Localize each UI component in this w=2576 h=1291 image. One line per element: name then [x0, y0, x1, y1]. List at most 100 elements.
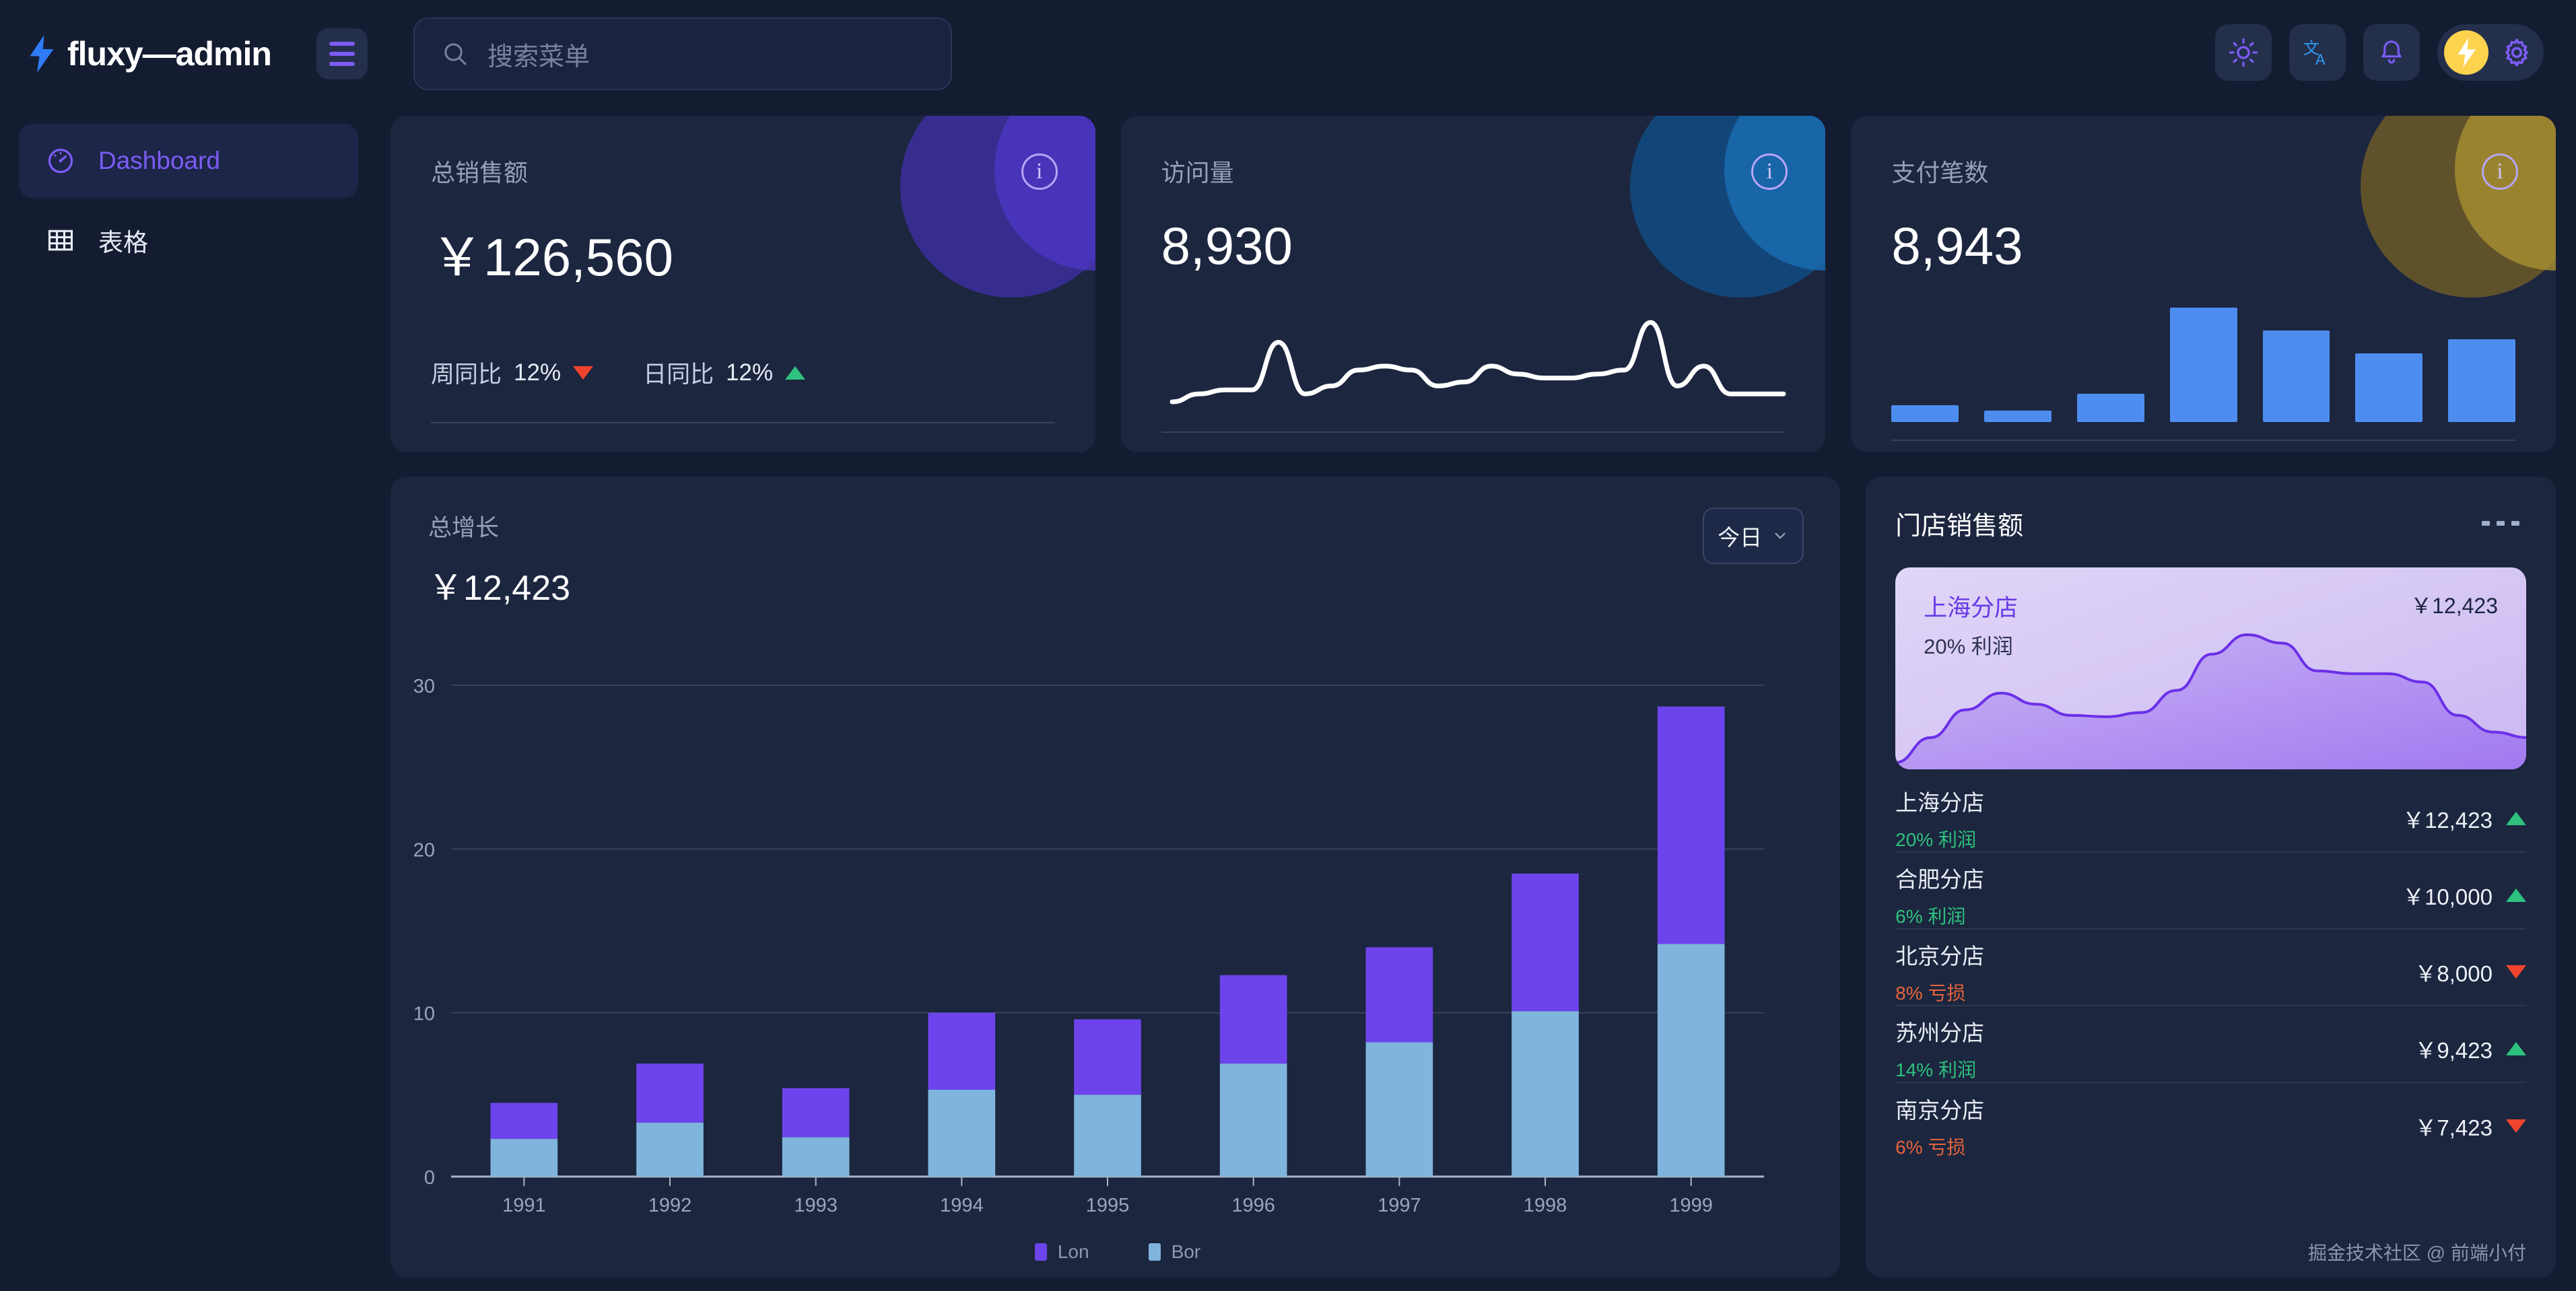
sidebar-toggle-button[interactable]: [316, 28, 368, 79]
trend-down-icon: [573, 365, 594, 380]
legend-swatch: [1034, 1243, 1047, 1261]
more-horizontal-icon[interactable]: [2475, 514, 2526, 532]
trend-up-icon: [785, 365, 806, 380]
trend-down-icon: [2506, 965, 2526, 979]
legend-item[interactable]: Lon: [1034, 1241, 1089, 1263]
sidebar-item-dashboard[interactable]: Dashboard: [19, 124, 358, 198]
user-menu-button[interactable]: [2437, 24, 2544, 81]
chart-legend: Lon Bor: [391, 1241, 1840, 1263]
trend-up-icon: [2506, 1042, 2526, 1055]
stat-card-value: 8,943: [1891, 216, 2023, 275]
featured-store-name: 上海分店: [1924, 595, 2019, 621]
bell-icon: [2381, 40, 2402, 64]
hamburger-line: [329, 52, 355, 56]
stat-card-title: 访问量: [1161, 159, 1234, 186]
stat-card-value: ￥126,560: [431, 228, 673, 287]
payments-minibars: [1891, 308, 2516, 422]
stat-cards-row: i 总销售额 ￥126,560 周同比 12% 日同比 12% 日销售额 ￥12…: [391, 116, 2556, 452]
store-profit: 20% 利润: [1895, 829, 1976, 850]
svg-text:1994: 1994: [940, 1195, 984, 1216]
trend-value: 12%: [726, 359, 774, 386]
trend-label: 日同比: [643, 361, 714, 388]
period-label: 今日: [1718, 525, 1763, 550]
search-icon: [444, 43, 467, 65]
svg-text:30: 30: [413, 678, 435, 697]
growth-value: ￥12,423: [428, 569, 571, 608]
mini-bar: [2262, 330, 2330, 422]
info-icon[interactable]: i: [1021, 153, 1058, 190]
svg-text:1997: 1997: [1378, 1195, 1421, 1216]
trend-weekly: 周同比 12%: [431, 355, 594, 390]
hamburger-line: [329, 42, 355, 46]
stat-card-visits: i 访问量 8,930 日访问量 9,431: [1120, 116, 1826, 452]
language-switch-button[interactable]: 文 A: [2289, 24, 2346, 81]
trend-value: 12%: [514, 359, 562, 386]
featured-store-header: 上海分店 ￥12,423: [1924, 589, 2498, 623]
store-profit: 6% 亏损: [1895, 1137, 1966, 1158]
search-input[interactable]: 搜索菜单: [413, 18, 952, 90]
legend-label: Lon: [1057, 1241, 1089, 1262]
svg-text:1992: 1992: [648, 1195, 692, 1216]
sidebar-item-label: Dashboard: [98, 147, 221, 174]
store-row[interactable]: 南京分店 6% 亏损 ￥7,423: [1895, 1083, 2526, 1160]
svg-text:文: 文: [2303, 40, 2319, 58]
legend-item[interactable]: Bor: [1148, 1241, 1201, 1263]
info-icon[interactable]: i: [1751, 153, 1788, 190]
hamburger-line: [329, 62, 355, 66]
featured-store-profit: 20% 利润: [1924, 635, 2013, 658]
legend-swatch: [1148, 1243, 1161, 1261]
store-profit: 8% 亏损: [1895, 983, 1966, 1004]
store-sales-card: 门店销售额 上海分店 ￥12,423 20% 利润 上海分店 20% 利润 ￥12,…: [1866, 477, 2556, 1278]
trend-up-icon: [2506, 888, 2526, 902]
growth-chart-card: 总增长 ￥12,423 今日 0 10 20 30 1991 1992 1993 1994 19…: [391, 477, 1841, 1278]
brand-logo[interactable]: fluxy—admin: [27, 34, 316, 73]
gear-icon[interactable]: [2501, 36, 2533, 69]
growth-title: 总增长: [428, 515, 500, 541]
svg-text:1996: 1996: [1231, 1195, 1275, 1216]
store-profit: 6% 利润: [1895, 906, 1966, 927]
lower-row: 总增长 ￥12,423 今日 0 10 20 30 1991 1992 1993 1994 19…: [391, 477, 2556, 1278]
store-name: 北京分店: [1895, 944, 1985, 969]
store-row[interactable]: 合肥分店 6% 利润 ￥10,000: [1895, 853, 2526, 930]
mini-bar: [2076, 393, 2144, 422]
mini-bar: [2355, 353, 2423, 422]
store-amount: ￥12,423: [2402, 808, 2493, 833]
mini-bar: [1891, 405, 1959, 422]
store-row[interactable]: 苏州分店 14% 利润 ￥9,423: [1895, 1006, 2526, 1083]
visits-sparkline: [1161, 312, 1786, 413]
store-amount: ￥8,000: [2414, 961, 2493, 986]
featured-store-amount: ￥12,423: [2410, 594, 2498, 618]
store-name: 南京分店: [1895, 1098, 1985, 1123]
sun-icon: [2229, 38, 2258, 67]
trend-label: 周同比: [431, 361, 502, 388]
watermark: 掘金技术社区 @ 前端小付: [2308, 1243, 2526, 1263]
theme-toggle-button[interactable]: [2215, 24, 2272, 81]
store-amount: ￥9,423: [2414, 1038, 2493, 1063]
svg-text:A: A: [2315, 51, 2326, 68]
store-row[interactable]: 上海分店 20% 利润 ￥12,423: [1895, 776, 2526, 853]
divider: [1161, 431, 1786, 433]
svg-text:1993: 1993: [794, 1195, 838, 1216]
stat-card-total-sales: i 总销售额 ￥126,560 周同比 12% 日同比 12% 日销售额 ￥12…: [391, 116, 1095, 452]
info-icon[interactable]: i: [2482, 153, 2519, 190]
store-amount: ￥10,000: [2402, 884, 2493, 909]
brand-name: fluxy—admin: [67, 35, 272, 73]
sidebar-item-table[interactable]: 表格: [19, 203, 358, 277]
main-content: i 总销售额 ￥126,560 周同比 12% 日同比 12% 日销售额 ￥12…: [377, 108, 2576, 1291]
period-select[interactable]: 今日: [1703, 508, 1804, 564]
top-bar: fluxy—admin 搜索菜单 文: [0, 0, 2576, 108]
sidebar: Dashboard 表格: [0, 108, 377, 1291]
lightning-bolt-icon: [30, 35, 54, 73]
stat-card-value: 8,930: [1161, 216, 1293, 275]
mini-bar: [1984, 411, 2052, 422]
store-profit: 14% 利润: [1895, 1059, 1976, 1080]
notifications-button[interactable]: [2363, 24, 2420, 81]
trend-daily: 日同比 12%: [643, 355, 806, 390]
sidebar-item-label: 表格: [98, 229, 148, 256]
trend-row: 周同比 12% 日同比 12%: [431, 355, 1055, 390]
store-row[interactable]: 北京分店 8% 亏损 ￥8,000: [1895, 930, 2526, 1006]
svg-text:0: 0: [424, 1167, 435, 1189]
legend-label: Bor: [1171, 1241, 1201, 1262]
featured-store[interactable]: 上海分店 ￥12,423 20% 利润: [1895, 567, 2526, 769]
trend-down-icon: [2506, 1119, 2526, 1133]
